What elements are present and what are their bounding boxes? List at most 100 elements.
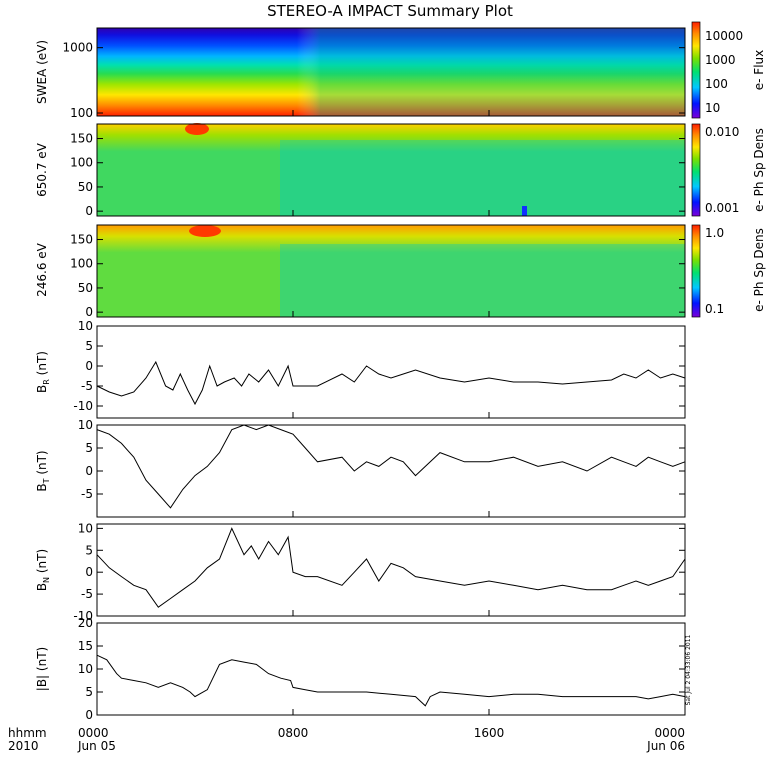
pad650-colorbar-fill [691,123,701,217]
pad246-frame [96,224,686,318]
pad650-panel: 0 50 100 150 650.7 eV 0.010 0.001 e- Ph Sp D… [35,123,766,218]
bt-ylabel: BT (nT) [35,450,51,491]
pad246-colorbar-tick-label: 1.0 [705,226,724,240]
swea-colorbar-label: e- Flux [752,50,766,90]
swea-colorbar-tick-label: 1000 [705,53,736,67]
pad246-y-axis: 0 50 100 150 [70,233,685,319]
bt-panel: -5 0 5 10 BT (nT) [35,418,686,518]
time-tick-date: Jun 06 [646,739,685,753]
bn-ytick-label: 5 [85,543,93,557]
br-ylabel-main: B [35,385,49,393]
br-ylabel-unit: (nT) [35,351,49,379]
pad246-ytick-label: 150 [70,233,93,247]
pad650-ytick-label: 150 [70,132,93,146]
bn-ytick-label: 10 [78,521,93,535]
pad650-frame [96,123,686,217]
bn-panel: -10 -5 0 5 10 BN (nT) [35,521,686,623]
pad246-colorbar-tick-label: 0.1 [705,302,724,316]
pad650-colorbar: 0.010 0.001 e- Ph Sp Dens [691,123,766,217]
swea-heatmap-shading [97,28,685,116]
pad650-colorbar-label: e- Ph Sp Dens [752,128,766,212]
br-series-line [96,360,686,406]
bt-ytick-label: -5 [81,487,93,501]
pad246-colorbar-ticks: 1.0 0.1 [705,226,724,316]
bt-ytick-label: 5 [85,441,93,455]
pad650-heatmap [97,123,685,216]
bn-ylabel-main: B [35,583,49,591]
pad246-colorbar: 1.0 0.1 e- Ph Sp Dens [691,224,766,318]
bmag-ylabel-unit: (nT) [35,647,49,675]
swea-panel: 100 1000 SWEA (eV) 10000 1000 100 10 e- Flux [35,21,766,120]
br-y-axis: -10 -5 0 5 10 [73,319,685,413]
time-tick-label: 0000 [654,726,685,740]
bmag-ylabel-main: |B| [35,675,49,691]
pad246-ytick-label: 50 [78,281,93,295]
run-timestamp: Sat Jul 2 04:33:06 2011 [685,634,692,705]
bmag-ylabel: |B| (nT) [35,647,49,691]
pad650-colorbar-tick-label: 0.001 [705,201,739,215]
time-tick-date: Jun 05 [77,739,116,753]
pad246-colorbar-fill [691,224,701,318]
bmag-ytick-label: 10 [78,662,93,676]
bn-series-line [96,527,686,608]
br-ytick-label: -5 [81,379,93,393]
bmag-ytick-label: 0 [85,708,93,722]
pad650-colorbar-tick-label: 0.010 [705,125,739,139]
bmag-y-axis: 0 5 10 15 20 [78,616,685,722]
bt-ytick-label: 0 [85,464,93,478]
pad650-ytick-label: 0 [85,204,93,218]
pad246-heatmap-shading [280,244,685,317]
swea-frame [96,27,686,117]
bt-frame [96,424,686,518]
time-tick-label: 0000 [78,726,109,740]
br-panel: -10 -5 0 5 10 BR (nT) [35,319,686,419]
swea-heatmap [97,28,685,116]
swea-colorbar-tick-label: 100 [705,77,728,91]
time-tick-label: 0800 [278,726,309,740]
time-tick-label: 1600 [474,726,505,740]
swea-colorbar-tick-label: 10000 [705,29,743,43]
swea-colorbar-tick-label: 10 [705,101,720,115]
bn-ytick-label: -10 [73,609,93,623]
pad650-ytick-label: 100 [70,156,93,170]
bn-ytick-label: -5 [81,587,93,601]
pad650-heatmap-gap [522,206,527,216]
bmag-ytick-label: 5 [85,685,93,699]
bn-frame [96,523,686,617]
bt-ylabel-main: B [35,483,49,491]
swea-ytick-label: 100 [70,106,93,120]
swea-colorbar-ticks: 10000 1000 100 10 [705,29,743,115]
bn-ylabel: BN (nT) [35,549,51,591]
br-ytick-label: -10 [73,399,93,413]
pad246-ytick-label: 0 [85,305,93,319]
bn-ylabel-unit: (nT) [35,549,49,577]
bn-y-axis: -10 -5 0 5 10 [73,521,685,623]
bt-ylabel-sub: T [42,478,51,484]
swea-colorbar: 10000 1000 100 10 e- Flux [691,21,766,119]
pad246-ytick-label: 100 [70,257,93,271]
br-ytick-label: 0 [85,359,93,373]
bmag-ytick-label: 20 [78,616,93,630]
swea-y-axis: 100 1000 [62,41,685,120]
br-ytick-label: 5 [85,339,93,353]
bn-ytick-label: 0 [85,565,93,579]
pad650-heatmap-hotspot [185,123,209,135]
pad246-colorbar-label: e- Ph Sp Dens [752,228,766,312]
bn-ylabel-sub: N [42,577,51,583]
bmag-panel: 0 5 10 15 20 |B| (nT) Sat Jul 2 04:33:06 201… [35,616,692,722]
pad650-colorbar-ticks: 0.010 0.001 [705,125,739,215]
pad650-heatmap-shading [280,140,685,216]
br-ytick-label: 10 [78,319,93,333]
bt-series-line [96,424,686,509]
br-ylabel: BR (nT) [35,351,51,393]
pad246-heatmap [97,225,685,317]
swea-ytick-label: 1000 [62,41,93,55]
pad650-heatmap-fill [97,124,685,216]
swea-colorbar-fill [691,21,701,119]
bmag-ytick-label: 15 [78,639,93,653]
time-axis-label-year: 2010 [8,739,39,753]
swea-ylabel: SWEA (eV) [35,40,49,104]
bmag-series-line [96,654,686,707]
